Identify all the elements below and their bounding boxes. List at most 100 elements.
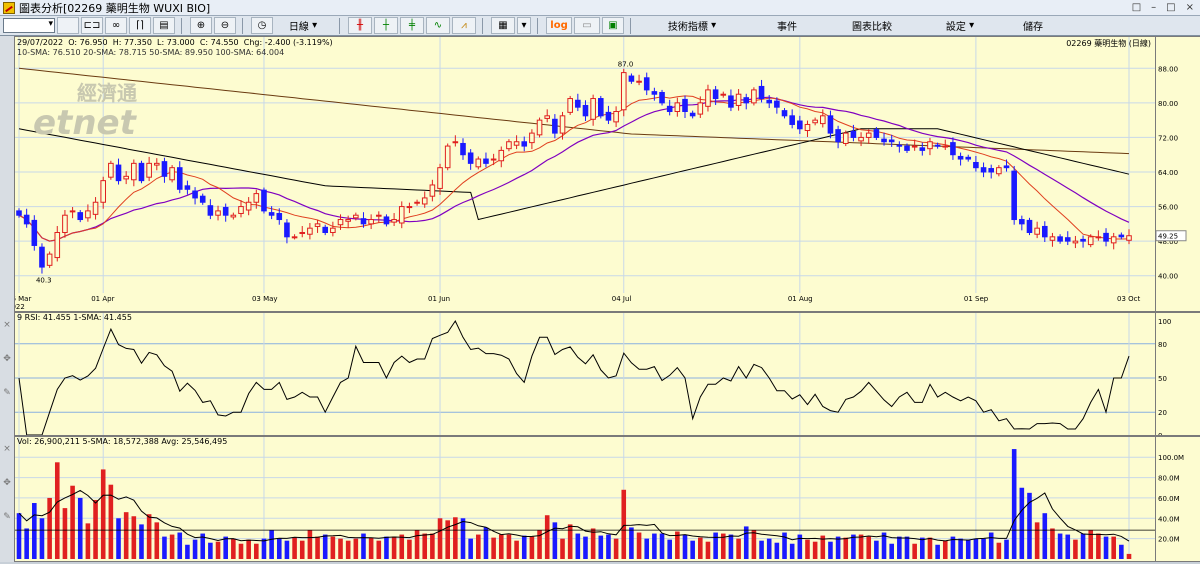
volume-bar bbox=[62, 508, 68, 559]
x-tick-label: 01 Apr bbox=[91, 295, 114, 303]
volume-bar bbox=[705, 541, 711, 559]
candle-body bbox=[521, 141, 528, 147]
candle-body bbox=[758, 85, 765, 100]
volume-bar bbox=[1119, 544, 1124, 559]
blank-button[interactable] bbox=[57, 17, 79, 34]
restore-icon[interactable]: □ bbox=[1131, 2, 1142, 13]
ohlc-icon[interactable]: ┼ bbox=[374, 17, 398, 34]
candle-body bbox=[345, 219, 351, 222]
info-open: O: 76.950 bbox=[68, 38, 108, 47]
volume-bar bbox=[567, 524, 573, 559]
candle-body bbox=[153, 162, 160, 166]
candle-body bbox=[1041, 225, 1048, 238]
volume-chart[interactable] bbox=[15, 437, 1155, 561]
candle-body bbox=[819, 115, 826, 125]
volume-bar bbox=[47, 497, 52, 559]
rsi-tick-label: 50 bbox=[1158, 375, 1167, 383]
current-price-label: 49.25 bbox=[1158, 233, 1178, 241]
volume-bar bbox=[445, 520, 450, 559]
volume-bar bbox=[675, 531, 680, 559]
volume-bar bbox=[307, 530, 313, 559]
close-panel-icon[interactable]: × bbox=[3, 444, 11, 454]
line-chart-icon[interactable]: ∿ bbox=[426, 17, 450, 34]
volume-bar bbox=[238, 543, 244, 559]
close-panel-icon[interactable]: × bbox=[3, 320, 11, 330]
candle-body bbox=[268, 212, 275, 216]
candle-body bbox=[980, 167, 987, 173]
period-dropdown[interactable]: 日線 ▾ bbox=[288, 20, 318, 33]
candle-body bbox=[934, 144, 941, 147]
volume-bar bbox=[743, 526, 749, 559]
volume-bar bbox=[338, 538, 343, 559]
volume-bar bbox=[384, 536, 389, 559]
candle-body bbox=[261, 189, 267, 212]
volume-bar bbox=[950, 536, 956, 559]
candle-body bbox=[253, 193, 260, 203]
volume-bar bbox=[1096, 533, 1101, 559]
candle-body bbox=[222, 206, 229, 216]
window-controls: □ – □ × bbox=[1132, 2, 1194, 13]
move-panel-icon[interactable]: ✥ bbox=[3, 478, 11, 488]
grid-icon[interactable]: ▦ bbox=[491, 17, 515, 34]
volume-bar bbox=[858, 534, 864, 559]
rsi-panel[interactable]: 9 RSI: 41.455 1-SMA: 41.455 bbox=[14, 312, 1156, 436]
x-tick-label: 01 Aug bbox=[788, 295, 813, 303]
candle-body bbox=[720, 93, 727, 96]
candle-body bbox=[131, 162, 137, 181]
volume-bar bbox=[598, 535, 604, 559]
edit-panel-icon[interactable]: ✎ bbox=[3, 388, 11, 398]
save-menu[interactable]: 儲存 bbox=[1023, 22, 1043, 33]
volume-bar bbox=[935, 544, 940, 559]
volume-bar bbox=[889, 543, 894, 559]
grid-dropdown-icon[interactable]: ▾ bbox=[517, 17, 531, 34]
volume-bar bbox=[353, 538, 359, 559]
volume-bar bbox=[208, 542, 213, 559]
candle-body bbox=[865, 132, 872, 138]
zoom-out-range-icon[interactable]: ⊏⊐ bbox=[81, 17, 103, 34]
volume-bar bbox=[544, 515, 550, 559]
table-icon[interactable]: ▤ bbox=[153, 17, 175, 34]
log-button[interactable]: log bbox=[546, 17, 572, 34]
volume-bar bbox=[575, 533, 581, 559]
candle-body bbox=[1095, 236, 1102, 239]
scale-button[interactable]: ▭ bbox=[574, 17, 600, 34]
price-panel[interactable]: 16 Mar2022 01 Apr 03 May 01 Jun 04 Jul 01 Aug… bbox=[7, 36, 1156, 312]
volume-bar bbox=[24, 528, 29, 559]
rsi-tick-label: 0 bbox=[1158, 432, 1162, 435]
candle-body bbox=[513, 141, 520, 146]
zoom-in-icon[interactable]: ⊕ bbox=[190, 17, 212, 34]
candlestick-icon[interactable]: ╫ bbox=[348, 17, 372, 34]
volume-bar bbox=[430, 533, 435, 559]
candle-body bbox=[559, 115, 566, 134]
compare-menu[interactable]: 圖表比較 bbox=[852, 22, 892, 33]
edit-panel-icon[interactable]: ✎ bbox=[3, 512, 11, 522]
volume-bar bbox=[1034, 522, 1040, 559]
stock-code-input[interactable] bbox=[3, 18, 55, 33]
close-icon[interactable]: × bbox=[1185, 2, 1194, 13]
candle-body bbox=[827, 115, 834, 134]
move-panel-icon[interactable]: ✥ bbox=[3, 354, 11, 364]
volume-bar bbox=[690, 540, 695, 559]
glasses-icon[interactable]: ∞ bbox=[105, 17, 127, 34]
price-chart[interactable]: 16 Mar2022 01 Apr 03 May 01 Jun 04 Jul 01 Aug… bbox=[7, 37, 1155, 311]
maximize-icon[interactable]: □ bbox=[1166, 2, 1176, 13]
minimize-icon[interactable]: – bbox=[1151, 2, 1157, 13]
zoom-out-icon[interactable]: ⊖ bbox=[214, 17, 236, 34]
settings-menu[interactable]: 設定 ▾ bbox=[945, 20, 975, 33]
volume-bar bbox=[682, 534, 688, 559]
volume-bar bbox=[77, 497, 83, 559]
indicators-menu[interactable]: 技術指標 ▾ bbox=[667, 20, 717, 33]
mountain-chart-icon[interactable]: ⩘ bbox=[452, 17, 476, 34]
rsi-chart[interactable] bbox=[15, 313, 1155, 436]
clock-icon[interactable]: ◷ bbox=[251, 17, 273, 34]
chart-type-icon[interactable]: ⌈⌉ bbox=[129, 17, 151, 34]
candle-body bbox=[207, 205, 214, 216]
rsi-yaxis: 100 80 50 20 0 bbox=[1156, 312, 1200, 440]
volume-bar bbox=[835, 536, 841, 559]
volume-bar bbox=[261, 538, 267, 559]
rsi-legend: 9 RSI: 41.455 1-SMA: 41.455 bbox=[17, 313, 132, 322]
image-icon[interactable]: ▣ bbox=[602, 17, 624, 34]
volume-panel[interactable]: Vol: 26,900,211 5-SMA: 18,572,388 Avg: 2… bbox=[14, 436, 1156, 562]
bar-icon[interactable]: ╪ bbox=[400, 17, 424, 34]
events-menu[interactable]: 事件 bbox=[777, 22, 797, 33]
